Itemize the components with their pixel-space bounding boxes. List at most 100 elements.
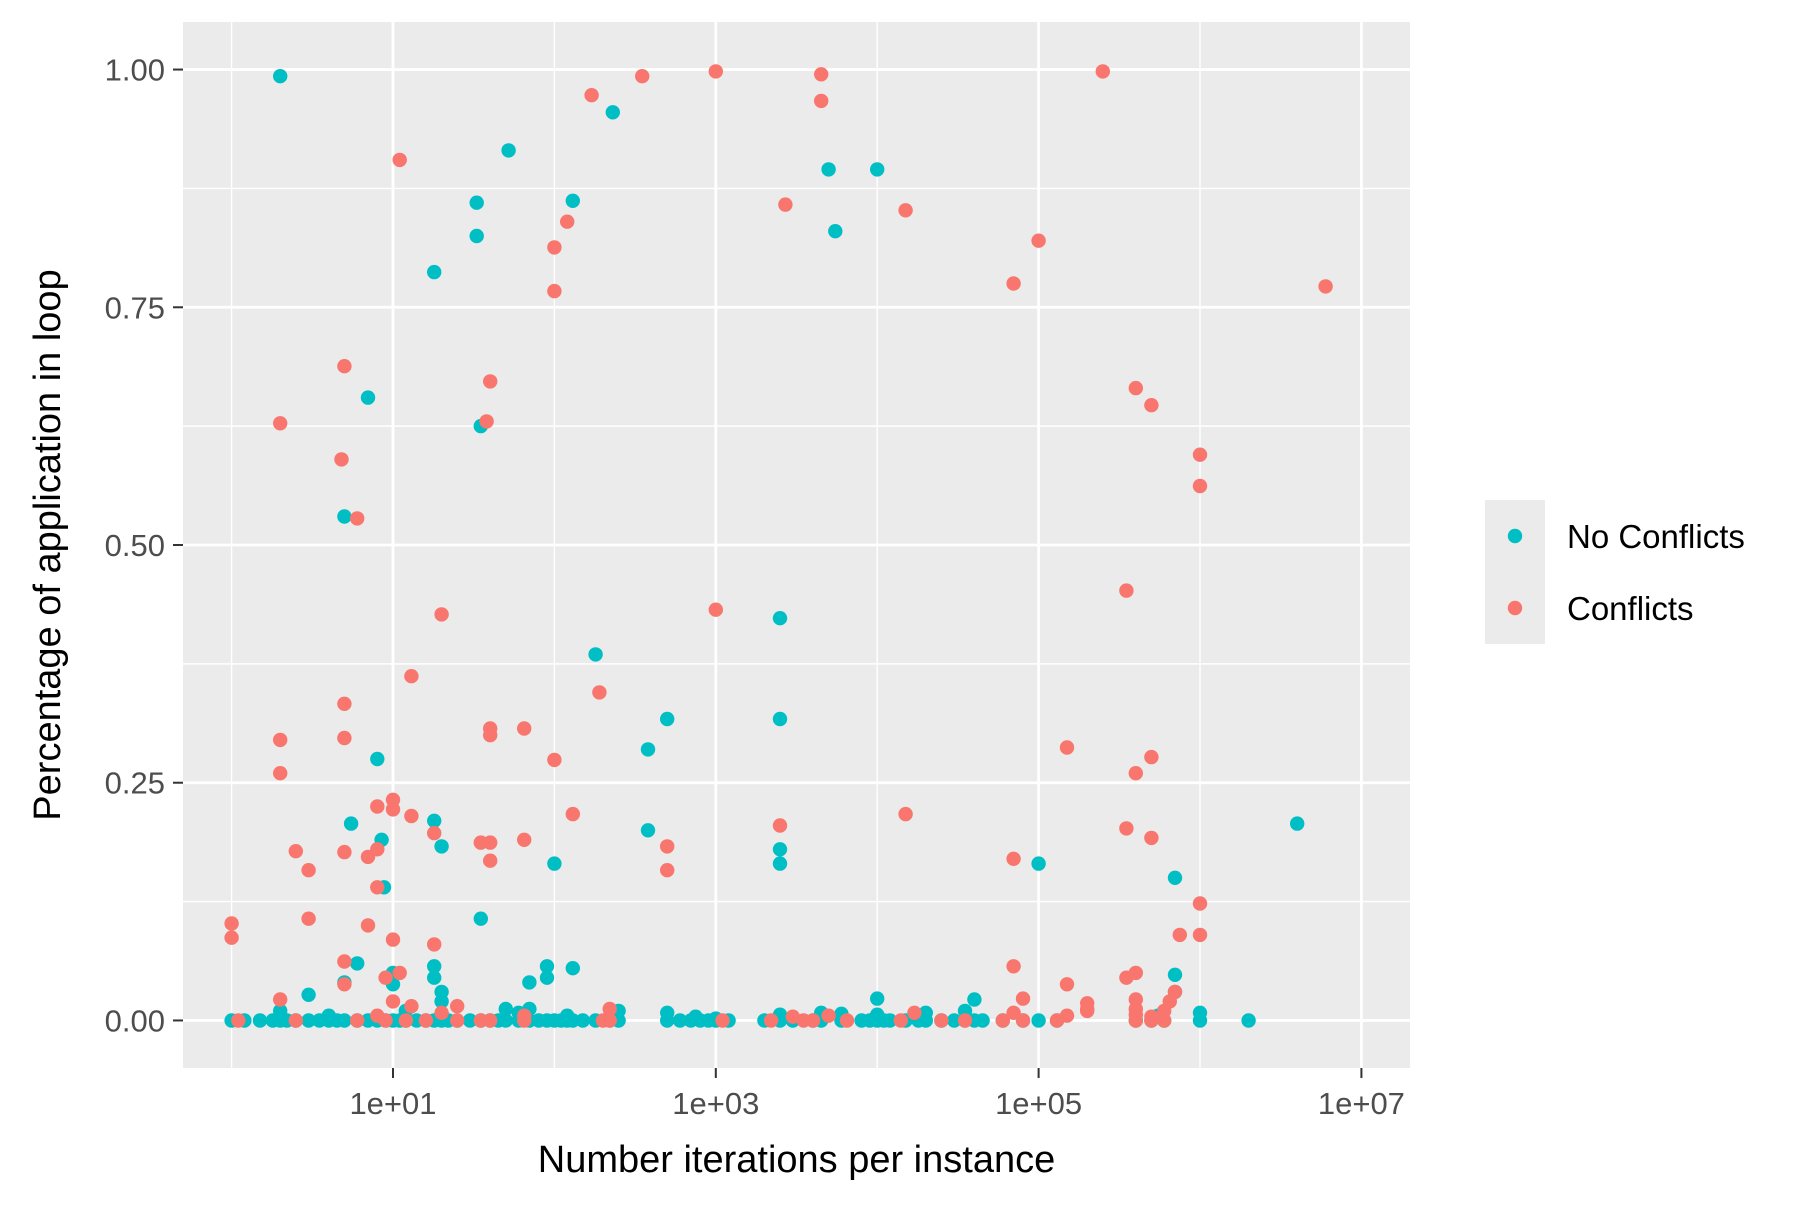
- data-point: [907, 1005, 922, 1020]
- data-point: [602, 1013, 617, 1028]
- data-point: [517, 832, 532, 847]
- data-point: [469, 195, 484, 210]
- data-point: [1128, 766, 1144, 781]
- data-point: [1192, 478, 1208, 494]
- data-point: [821, 162, 836, 177]
- data-point: [814, 67, 829, 82]
- data-point: [635, 69, 650, 84]
- data-points: [224, 64, 1333, 1028]
- data-point: [1006, 276, 1021, 291]
- data-point: [772, 842, 788, 857]
- data-point: [450, 999, 465, 1014]
- data-point: [967, 992, 982, 1007]
- data-point: [483, 835, 498, 850]
- data-point: [870, 1007, 885, 1022]
- data-point: [483, 728, 498, 743]
- data-point: [547, 240, 562, 255]
- data-point: [427, 970, 442, 985]
- data-point: [427, 959, 442, 974]
- legend: No Conflicts Conflicts: [1485, 500, 1745, 644]
- data-point: [547, 856, 562, 871]
- data-point: [821, 1008, 836, 1023]
- data-point: [337, 730, 352, 746]
- data-point: [334, 452, 349, 467]
- data-point: [839, 1013, 855, 1028]
- data-point: [288, 1013, 303, 1028]
- data-point: [882, 1013, 898, 1028]
- legend-label: No Conflicts: [1567, 518, 1745, 555]
- data-point: [898, 203, 913, 218]
- data-point: [539, 970, 555, 985]
- data-point: [547, 752, 562, 768]
- data-point: [1192, 896, 1208, 911]
- data-point: [828, 224, 843, 239]
- data-point: [418, 1013, 434, 1028]
- x-tick-label: 1e+01: [349, 1086, 436, 1121]
- data-point: [483, 1013, 498, 1028]
- data-point: [893, 1013, 908, 1028]
- data-point: [918, 1005, 933, 1020]
- data-point: [560, 1008, 575, 1023]
- data-point: [469, 228, 484, 244]
- y-tick-label: 0.00: [105, 1003, 165, 1038]
- data-point: [772, 818, 788, 833]
- data-point: [483, 853, 498, 868]
- data-point: [898, 806, 913, 822]
- data-point: [1167, 967, 1183, 982]
- data-point: [805, 1013, 821, 1028]
- data-point: [785, 1009, 800, 1024]
- data-point: [392, 152, 407, 168]
- data-point: [660, 711, 675, 727]
- data-point: [708, 64, 723, 79]
- data-point: [337, 954, 352, 969]
- data-point: [772, 711, 788, 727]
- data-point: [565, 193, 580, 208]
- data-point: [385, 802, 401, 817]
- data-point: [337, 509, 352, 524]
- data-point: [1059, 740, 1075, 755]
- data-point: [273, 766, 288, 781]
- data-point: [1006, 851, 1021, 866]
- data-point: [1144, 830, 1159, 846]
- data-point: [273, 69, 288, 84]
- x-axis-label: Number iterations per instance: [538, 1139, 1055, 1181]
- data-point: [1031, 233, 1046, 248]
- data-point: [450, 1013, 465, 1028]
- data-point: [231, 1013, 246, 1028]
- data-point: [370, 1008, 385, 1023]
- data-point: [1167, 984, 1183, 1000]
- data-point: [560, 214, 575, 229]
- data-point: [337, 696, 352, 711]
- data-point: [385, 932, 401, 947]
- data-point: [934, 1013, 949, 1028]
- data-point: [1144, 398, 1159, 413]
- data-point: [588, 647, 603, 662]
- data-point: [350, 956, 365, 971]
- data-point: [252, 1013, 268, 1028]
- data-point: [434, 839, 449, 854]
- data-point: [370, 751, 385, 767]
- data-point: [778, 197, 793, 212]
- data-point: [640, 742, 656, 757]
- data-point: [404, 999, 419, 1014]
- data-point: [427, 264, 442, 280]
- data-point: [301, 911, 316, 926]
- data-point: [273, 992, 288, 1007]
- data-point: [660, 1005, 675, 1020]
- data-point: [301, 1013, 316, 1028]
- data-point: [1241, 1013, 1256, 1028]
- data-point: [483, 374, 498, 389]
- data-point: [1006, 959, 1021, 974]
- data-point: [370, 880, 385, 895]
- data-point: [404, 669, 419, 684]
- data-point: [1192, 1005, 1208, 1020]
- data-point: [498, 1001, 513, 1017]
- data-point: [772, 856, 788, 871]
- data-point: [370, 842, 385, 857]
- data-point: [772, 611, 788, 626]
- data-point: [350, 511, 365, 526]
- data-point: [473, 911, 488, 926]
- data-point: [715, 1013, 730, 1028]
- legend-key-marker: [1507, 600, 1523, 616]
